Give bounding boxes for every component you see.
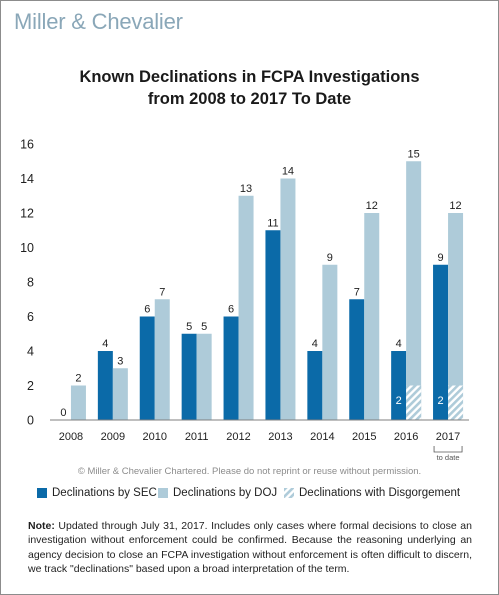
legend: Declinations by SEC Declinations by DOJ …: [0, 487, 499, 503]
to-date-label: to date: [437, 453, 460, 462]
legend-swatch-disgorgement: [284, 488, 294, 498]
footnote-label: Note:: [28, 520, 55, 532]
data-label-sec: 4: [102, 338, 108, 350]
data-label-doj: 12: [449, 200, 461, 212]
data-label-sec: 0: [60, 407, 66, 419]
data-label-sec: 4: [312, 338, 318, 350]
data-label-doj: 15: [408, 148, 420, 160]
y-tick-label: 8: [27, 276, 34, 290]
bar-doj: [196, 333, 212, 420]
data-label-doj: 7: [159, 286, 165, 298]
data-label-sec: 9: [437, 252, 443, 264]
data-label-sec: 6: [144, 304, 150, 316]
data-label-sec: 4: [396, 338, 402, 350]
data-label-sec: 6: [228, 304, 234, 316]
x-tick-label: 2012: [226, 431, 250, 443]
y-tick-label: 0: [27, 414, 34, 428]
bar-sec: [433, 264, 449, 420]
x-tick-label: 2011: [185, 431, 209, 443]
footnote: Note: Updated through July 31, 2017. Inc…: [28, 519, 472, 577]
legend-item-doj: Declinations by DOJ: [158, 487, 277, 499]
data-label-doj: 9: [327, 252, 333, 264]
bar-sec: [223, 316, 239, 420]
chart-title-line-2: from 2008 to 2017 To Date: [147, 90, 352, 108]
bar-disgorgement: [448, 385, 464, 420]
chart-title-line-1: Known Declinations in FCPA Investigation…: [79, 68, 420, 86]
x-tick-label: 2010: [143, 431, 167, 443]
data-label-doj: 3: [117, 355, 123, 367]
bar-doj: [322, 264, 338, 420]
legend-item-disgorgement: Declinations with Disgorgement: [284, 487, 460, 499]
y-tick-label: 2: [27, 379, 34, 393]
data-label-doj: 13: [240, 183, 252, 195]
data-label-sec: 5: [186, 321, 192, 333]
x-tick-label: 2017: [436, 431, 460, 443]
brand-logo: Miller & Chevalier: [14, 9, 183, 34]
data-label-disgorgement: 2: [396, 395, 402, 407]
bar-sec: [139, 316, 155, 420]
bar-sec: [307, 351, 323, 420]
data-label-disgorgement: 2: [437, 395, 443, 407]
y-tick-label: 6: [27, 310, 34, 324]
bar-sec: [265, 230, 281, 420]
bar-doj: [70, 385, 86, 420]
legend-label-doj: Declinations by DOJ: [173, 487, 278, 499]
copyright-notice: © Miller & Chevalier Chartered. Please d…: [77, 466, 422, 477]
bar-doj: [364, 213, 380, 420]
data-label-sec: 7: [354, 286, 360, 298]
legend-label-disgorgement: Declinations with Disgorgement: [299, 487, 461, 499]
bar-sec: [181, 333, 197, 420]
bar-doj: [112, 368, 128, 420]
legend-swatch-doj: [158, 488, 168, 498]
x-tick-label: 2013: [268, 431, 292, 443]
data-label-doj: 12: [366, 200, 378, 212]
legend-item-sec: Declinations by SEC: [37, 487, 157, 499]
footnote-text: Updated through July 31, 2017. Includes …: [28, 520, 472, 576]
legend-swatch-sec: [37, 488, 47, 498]
legend-label-sec: Declinations by SEC: [52, 487, 157, 499]
y-tick-label: 4: [27, 345, 34, 359]
bar-doj: [280, 178, 296, 420]
x-tick-label: 2015: [352, 431, 376, 443]
data-label-sec: 11: [267, 217, 278, 229]
bar-doj: [406, 161, 422, 420]
to-date-bracket: [433, 446, 463, 453]
bar-sec: [349, 299, 365, 420]
y-tick-label: 14: [20, 172, 34, 186]
y-tick-label: 10: [20, 241, 34, 255]
data-label-doj: 2: [75, 373, 81, 385]
x-tick-label: 2016: [394, 431, 418, 443]
bar-doj: [154, 299, 170, 420]
data-label-doj: 5: [201, 321, 207, 333]
bar-sec: [97, 351, 113, 420]
y-tick-label: 12: [20, 207, 34, 221]
data-label-doj: 14: [282, 166, 294, 178]
bar-disgorgement: [406, 385, 422, 420]
bar-doj: [238, 195, 254, 420]
bar-sec: [391, 351, 407, 420]
bar-doj: [448, 213, 464, 420]
x-tick-label: 2014: [310, 431, 334, 443]
y-tick-label: 16: [20, 138, 34, 152]
x-tick-label: 2008: [59, 431, 83, 443]
x-tick-label: 2009: [101, 431, 125, 443]
